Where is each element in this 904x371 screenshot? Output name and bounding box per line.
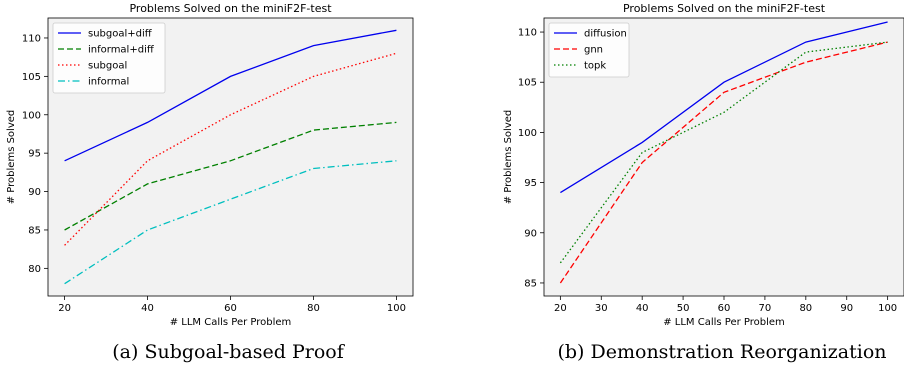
x-tick-label: 40 [636,303,649,314]
y-tick-label: 100 [518,128,537,139]
figure-caption: (a) Subgoal-based Proof [112,341,345,363]
x-tick-label: 20 [58,303,71,314]
x-axis-label: # LLM Calls Per Problem [170,317,292,328]
panel-demonstration-reorganization: Problems Solved on the miniF2F-test 20 30 4… [503,2,904,363]
chart-title: Problems Solved on the miniF2F-test [129,2,332,15]
x-tick-label: 60 [224,303,237,314]
x-tick-label: 30 [595,303,608,314]
y-tick-label: 85 [524,278,537,289]
x-tick-label: 20 [554,303,567,314]
series-line-topk [559,41,888,264]
x-tick-label: 70 [759,303,772,314]
x-tick-label: 90 [840,303,853,314]
x-tick-label: 40 [141,303,154,314]
y-tick-label: 110 [518,28,537,39]
series-line-subgoal-diff [64,29,397,162]
x-tick-label: 100 [878,303,897,314]
legend-entry: informal+diff [88,45,155,56]
x-tick-label: 60 [718,303,731,314]
y-tick-label: 95 [28,149,41,160]
series-line-diffusion [560,21,888,194]
y-tick-label: 105 [22,72,41,83]
legend-box [52,22,166,94]
chart-title: Problems Solved on the miniF2F-test [623,2,826,15]
y-tick-label: 105 [518,78,537,89]
y-tick-label: 95 [524,178,537,189]
legend-entry: gnn [584,45,603,56]
x-tick-label: 80 [307,303,320,314]
x-tick-label: 100 [387,303,406,314]
legend-entry: informal [88,77,129,88]
panel-subgoal-based-proof: Problems Solved on the miniF2F-test 20 40 6… [6,2,414,363]
x-tick-label: 50 [677,303,690,314]
x-axis-label: # LLM Calls Per Problem [663,317,785,328]
legend-entry: subgoal [88,61,127,72]
y-tick-label: 80 [28,264,41,275]
series-line-informal-diff [64,121,397,231]
legend-entry: topk [584,61,606,72]
figure-caption: (b) Demonstration Reorganization [557,341,886,363]
y-axis-label: # Problems Solved [503,110,514,205]
y-axis-label: # Problems Solved [6,110,17,205]
y-tick-label: 90 [524,228,537,239]
y-tick-label: 90 [28,187,41,198]
legend-box [548,22,630,78]
series-line-subgoal [64,52,397,246]
y-tick-label: 110 [22,33,41,44]
x-tick-label: 80 [799,303,812,314]
legend-entry: subgoal+diff [88,29,153,40]
axes-frame [47,17,414,297]
y-tick-label: 85 [28,225,41,236]
legend-entry: diffusion [584,29,627,40]
series-line-gnn [559,41,888,284]
y-tick-label: 100 [22,110,41,121]
axes-frame [543,17,904,297]
